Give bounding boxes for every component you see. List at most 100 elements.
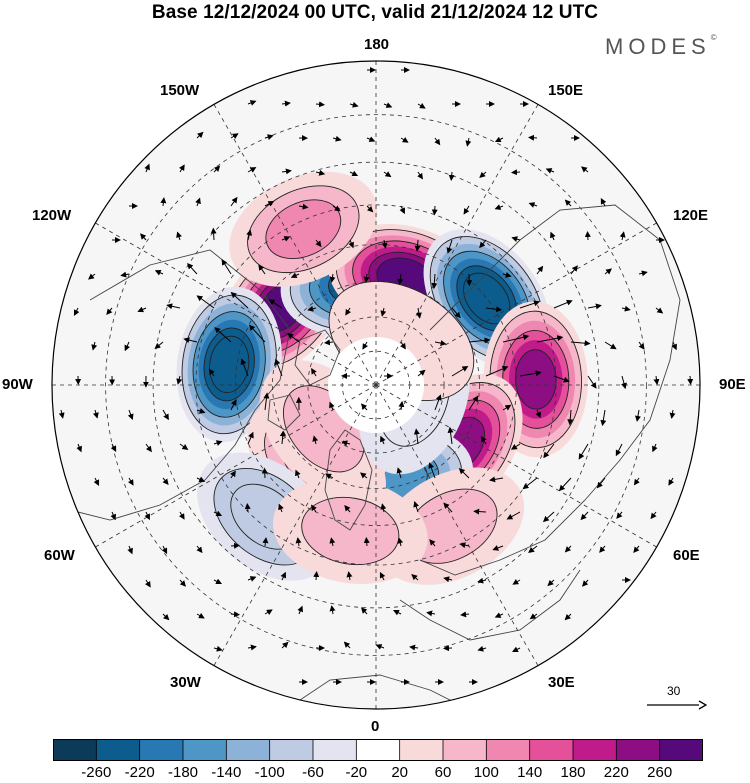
wind-arrow [558, 477, 572, 492]
wind-arrow [324, 339, 334, 346]
wind-arrow [361, 607, 368, 615]
wind-arrow [587, 375, 597, 389]
wind-arrow [468, 395, 479, 411]
colorbar-segment [443, 739, 487, 761]
wind-arrow [110, 511, 116, 521]
wind-arrow [213, 165, 221, 173]
wind-arrow [669, 409, 676, 419]
wind-arrow [479, 239, 487, 249]
colorbar-segment [486, 739, 530, 761]
wind-arrow [313, 571, 320, 581]
anomaly-contour [301, 497, 399, 565]
height-contour-line [247, 185, 360, 274]
wind-arrow [88, 273, 96, 280]
colorbar-segment [183, 739, 227, 761]
wind-arrow [600, 409, 607, 427]
wind-reference-value: 30 [667, 684, 681, 698]
wind-arrow [162, 477, 169, 485]
wind-arrow [580, 511, 589, 521]
wind-arrow [344, 505, 351, 513]
colorbar-tick: -100 [254, 764, 285, 781]
colorbar-segment [139, 739, 184, 761]
wind-arrow [124, 341, 131, 352]
eurasia-outline [419, 204, 681, 576]
lon-label-0: 0 [371, 718, 380, 735]
wind-arrow [582, 579, 589, 587]
wind-arrow [536, 265, 544, 275]
wind-arrow [360, 472, 368, 479]
wind-arrow [295, 469, 301, 479]
wind-arrow [426, 610, 436, 617]
wind-arrow [633, 477, 640, 486]
wind-arrow [398, 400, 405, 411]
latitude-circle [195, 204, 557, 566]
lon-label-180: 180 [364, 36, 390, 53]
wind-arrow [687, 375, 694, 385]
wind-arrow [417, 171, 423, 180]
wind-arrow [414, 239, 421, 252]
wind-arrow [195, 197, 201, 207]
wind-arrow [638, 270, 648, 277]
wind-arrow [140, 233, 147, 241]
colorbar-tick: 260 [647, 764, 673, 781]
wind-arrow [443, 502, 453, 513]
lon-label-30w: 30W [170, 674, 201, 691]
wind-arrow [409, 644, 419, 651]
wind-arrow [247, 576, 257, 582]
copyright-mark: © [710, 32, 717, 42]
wind-arrow [332, 205, 341, 212]
wind-arrow [341, 440, 351, 447]
wind-arrow [434, 394, 442, 411]
wind-arrow [512, 579, 521, 585]
wind-arrow [411, 574, 419, 581]
wind-arrow [506, 511, 521, 520]
wind-vectors [58, 67, 694, 685]
wind-arrow [329, 401, 335, 411]
wind-arrow [281, 168, 292, 175]
colorbar-segment [269, 739, 314, 761]
wind-arrow [73, 307, 80, 316]
wind-arrow [553, 375, 570, 383]
latitude-circle [307, 316, 445, 454]
colorbar-tick: -20 [345, 764, 368, 781]
wind-arrow [187, 263, 198, 275]
wind-arrow [447, 426, 454, 445]
wind-arrow [315, 169, 326, 176]
wind-arrow [279, 430, 286, 445]
colorbar-segment [529, 739, 574, 761]
wind-arrow [502, 334, 530, 343]
height-contour-line [209, 335, 250, 394]
brand-logo: MODES© [605, 32, 717, 60]
wind-arrow [307, 305, 317, 312]
wind-arrow [362, 341, 369, 350]
wind-arrow [383, 102, 393, 108]
colorbar-segment [573, 739, 617, 761]
wind-arrow [244, 503, 251, 513]
wind-arrow [312, 435, 319, 445]
wind-arrow [162, 613, 170, 621]
wind-arrow [247, 431, 254, 445]
wind-arrow [502, 271, 512, 278]
wind-arrow [616, 511, 623, 519]
wind-arrow [379, 571, 386, 581]
wind-arrow [529, 613, 538, 620]
wind-arrow [512, 646, 521, 653]
wind-arrow [615, 443, 623, 457]
wind-arrow [380, 435, 386, 445]
wind-arrow [652, 443, 658, 453]
wind-arrow [311, 504, 317, 513]
wind-arrow [213, 510, 223, 517]
lon-label-60e: 60E [673, 547, 700, 564]
meridian-line [375, 384, 539, 666]
height-contour-line [515, 349, 557, 410]
colorbar-tick: -60 [302, 764, 324, 781]
wind-arrow [431, 273, 438, 290]
wind-arrow [397, 537, 404, 547]
wind-arrow [179, 443, 189, 450]
wind-arrow [434, 137, 441, 146]
wind-arrow [366, 136, 376, 142]
wind-arrow [196, 545, 203, 554]
colorbar-segment [356, 739, 400, 761]
wind-arrow [458, 468, 470, 479]
latitude-circle [105, 114, 647, 656]
